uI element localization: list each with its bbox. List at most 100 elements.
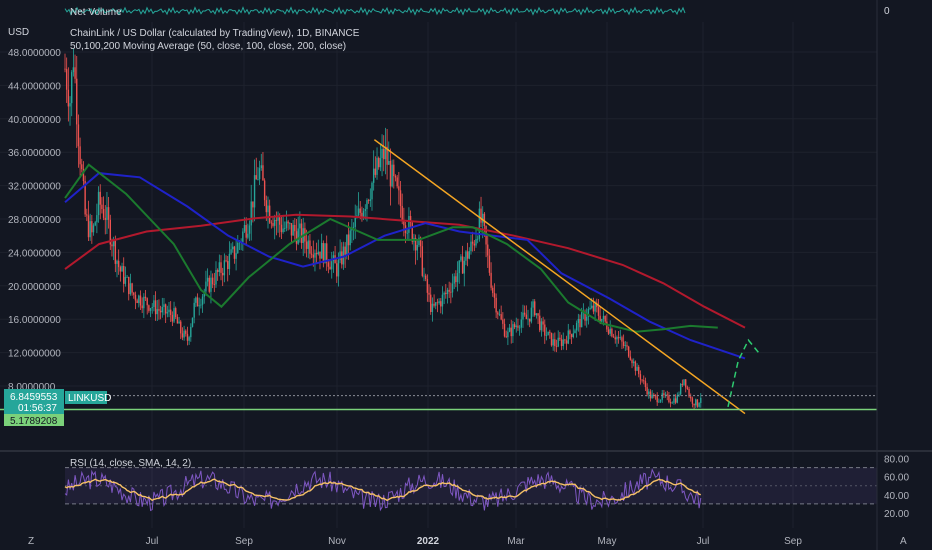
candle-body (384, 146, 387, 160)
candle-body (171, 314, 174, 322)
candle-body (674, 398, 677, 403)
candle-body (156, 309, 158, 315)
candle-body (678, 394, 680, 396)
candle-body (599, 315, 601, 322)
candle-body (450, 291, 452, 293)
candle-body (280, 224, 283, 233)
candle-body (183, 330, 185, 338)
candle-body (579, 318, 581, 328)
candle-body (466, 251, 469, 259)
candle-body (440, 301, 442, 307)
candle-body (396, 177, 398, 187)
candle-body (565, 340, 568, 344)
auto-scale-icon[interactable]: A (900, 536, 907, 547)
candle-body (634, 361, 637, 371)
candle-body (455, 276, 457, 283)
candle-body (528, 318, 531, 322)
candle-body (87, 215, 90, 238)
candle-body (178, 321, 180, 324)
candle-body (210, 277, 212, 292)
ma50-line (64, 163, 718, 333)
candle-body (388, 160, 390, 165)
candle-body (562, 339, 564, 347)
candle-body (329, 266, 331, 270)
candle-body (196, 297, 199, 307)
price-tick-label: 32.0000000 (8, 182, 61, 193)
candle-body (523, 312, 526, 315)
candle-body (470, 241, 472, 252)
candle-body (237, 242, 239, 254)
timezone-icon[interactable]: Z (28, 536, 34, 547)
candle-body (119, 267, 122, 272)
trendline[interactable] (373, 139, 746, 415)
candle-body (161, 306, 163, 313)
candle-body (131, 283, 133, 293)
candle-body (339, 251, 341, 261)
rsi-axis[interactable]: 80.00 60.00 40.00 20.00 (884, 455, 909, 520)
price-axis[interactable]: 48.0000000 44.0000000 40.0000000 36.0000000… (8, 48, 61, 393)
candle-body (401, 206, 403, 222)
candle-body (586, 316, 588, 321)
candle-body (549, 331, 551, 333)
candle-body (517, 325, 519, 328)
candle-body (200, 304, 202, 306)
candle-body (124, 277, 127, 284)
symbol-title: ChainLink / US Dollar (calculated by Tra… (70, 28, 360, 39)
candle-body (129, 283, 132, 295)
time-axis[interactable]: Jul Sep Nov 2022 Mar May Jul Sep (146, 536, 803, 547)
candle-body (260, 165, 262, 169)
candle-body (492, 287, 494, 294)
candle-body (107, 207, 110, 220)
candle-body (399, 190, 402, 207)
candle-body (480, 208, 482, 223)
candle-body (279, 217, 281, 225)
candle-body (406, 232, 408, 234)
volume-line (64, 6, 686, 16)
ma-title: 50,100,200 Moving Average (50, close, 10… (70, 41, 346, 52)
candle-body (312, 254, 314, 258)
projection-arrow[interactable] (727, 338, 760, 408)
candle-body (443, 292, 445, 295)
candle-body (310, 253, 313, 255)
price-tick-label: 40.0000000 (8, 115, 61, 126)
candle-body (206, 277, 209, 282)
candle-body (398, 186, 400, 191)
candle-body (482, 213, 484, 223)
candle-body (235, 253, 237, 259)
candle-body (79, 146, 81, 165)
candle-body (247, 233, 249, 238)
currency-label: USD (8, 27, 29, 38)
candle-body (604, 315, 606, 322)
rsi-sma-line (64, 478, 701, 502)
candle-body (136, 300, 138, 304)
candle-body (374, 168, 377, 175)
candle-body (451, 283, 454, 293)
candle-body (612, 336, 615, 338)
candle-body (643, 380, 645, 382)
candle-body (324, 243, 326, 264)
candle-body (215, 269, 217, 285)
candle-body (65, 69, 68, 90)
rsi-tick-label: 80.00 (884, 455, 909, 466)
candle-body (166, 312, 169, 314)
candle-body (114, 240, 117, 264)
candle-body (285, 221, 288, 229)
current-price-badge: 6.8459553 01:56:37 (4, 389, 64, 414)
candle-body (146, 298, 148, 306)
candle-body (453, 276, 455, 284)
candle-body (102, 209, 105, 218)
candle-body (257, 179, 259, 180)
candle-body (82, 169, 85, 182)
candle-body (418, 237, 420, 246)
candle-body (609, 328, 611, 334)
candle-body (369, 199, 372, 201)
candle-body (587, 309, 590, 317)
candle-body (641, 379, 643, 381)
candle-body (557, 337, 559, 347)
candle-body (267, 205, 269, 213)
candle-body (570, 334, 573, 338)
candle-body (560, 339, 563, 347)
candle-body (559, 337, 561, 340)
candle-body (569, 330, 571, 335)
